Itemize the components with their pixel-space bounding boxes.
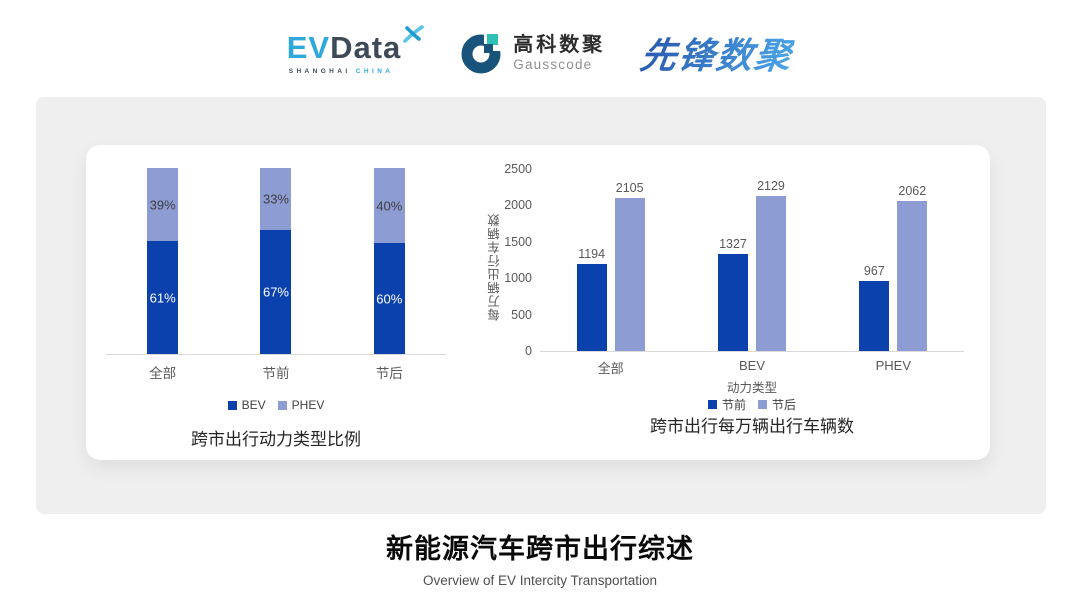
stacked-bar: 40% 60%	[373, 168, 405, 354]
legend-swatch-pre-holiday	[707, 400, 717, 409]
bar-节后: 2129	[755, 179, 786, 351]
charts-panel: 39% 61% 33% 67% 40% 60% 全部 节前 节后 BEV PHEV 跨市出行动…	[86, 145, 990, 460]
bar-value-label: 1327	[719, 237, 747, 251]
y-tick-label: 2000	[504, 198, 532, 213]
bar-segment-phev: 40%	[373, 168, 405, 243]
pioneer-logo: 先锋数聚	[638, 27, 797, 79]
page-footer: 新能源汽车跨市出行综述 Overview of EV Intercity Tra…	[0, 527, 1080, 588]
bar-value-label: 60%	[376, 291, 403, 306]
chart-title: 跨市出行每万辆出行车辆数	[650, 417, 854, 436]
stacked-bar-plot: 39% 61% 33% 67% 40% 60%	[106, 168, 446, 355]
bar-value-label: 2062	[898, 184, 927, 198]
legend-label-post-holiday: 节后	[772, 398, 797, 412]
bar-column: 33% 67%	[219, 168, 332, 354]
stacked-bar: 39% 61%	[147, 168, 179, 354]
bar-segment-bev: 61%	[147, 241, 179, 354]
legend-label-bev: BEV	[241, 398, 266, 412]
y-tick-label: 1000	[504, 271, 532, 286]
bar-节前: 967	[859, 264, 890, 351]
legend-swatch-bev	[227, 400, 237, 410]
page-title: 新能源汽车跨市出行综述	[386, 534, 694, 564]
evdata-ev-text: EV	[286, 29, 331, 65]
evdata-logo: EV Data SHANGHAI CHINA	[286, 24, 425, 75]
chart-title: 跨市出行动力类型比例	[191, 430, 361, 449]
stacked-bar: 33% 67%	[260, 168, 292, 354]
x-category-label: BEV	[738, 358, 765, 373]
legend: 节前 节后	[540, 396, 964, 413]
gausscode-logo: 高科数聚 Gausscode	[460, 31, 605, 75]
bar-value-label: 2129	[757, 179, 785, 193]
gausscode-name-en: Gausscode	[513, 57, 593, 72]
y-tick-label: 2500	[504, 162, 532, 176]
chart-power-type-ratio: 39% 61% 33% 67% 40% 60% 全部 节前 节后 BEV PHEV 跨市出行动…	[106, 168, 446, 450]
bar-节后: 2105	[614, 181, 645, 351]
bar-节后: 2062	[897, 184, 928, 351]
gausscode-g-icon	[461, 31, 505, 74]
bar-group: 967 2062	[823, 170, 964, 351]
legend-item-phev: PHEV	[277, 398, 325, 412]
gausscode-name-cn: 高科数聚	[513, 34, 606, 56]
x-category-labels: 全部 节前 节后	[106, 362, 446, 382]
y-tick-label: 500	[511, 307, 532, 322]
bar-节前: 1194	[576, 247, 607, 351]
x-category-label: 节前	[262, 366, 290, 381]
bar-segment-bev: 67%	[260, 230, 292, 354]
legend-item-pre-holiday: 节前	[707, 396, 746, 413]
legend-item-post-holiday: 节后	[758, 396, 796, 413]
x-category-label: 全部	[597, 361, 624, 376]
legend-label-phev: PHEV	[291, 398, 325, 412]
evdata-tagline: SHANGHAI CHINA	[289, 68, 425, 75]
evdata-data-text: Data	[330, 29, 402, 65]
logo-bar: EV Data SHANGHAI CHINA 高科数聚 Gausscode 先锋数…	[0, 16, 1080, 90]
bar-column: 40% 60%	[333, 168, 446, 354]
evdata-tagline-shanghai: SHANGHAI	[288, 67, 351, 75]
bar-value-label: 967	[863, 264, 885, 278]
chart-trips-per-10k: 每万辆出行车辆数 0 500 1000 1500 2000 2500 1194 2105 13…	[86, 145, 990, 460]
bar-value-label: 2105	[615, 181, 644, 195]
content-card: 39% 61% 33% 67% 40% 60% 全部 节前 节后 BEV PHEV 跨市出行动…	[36, 97, 1046, 514]
legend-label-pre-holiday: 节前	[721, 398, 746, 412]
propeller-x-icon	[403, 24, 425, 43]
bar-节前: 1327	[717, 237, 748, 351]
bar-value-label: 33%	[262, 191, 289, 207]
bar-value-label: 40%	[376, 198, 403, 213]
y-axis-label: 每万辆出行车辆数	[488, 213, 502, 321]
x-category-label: 全部	[149, 366, 177, 381]
x-category-labels: 全部 BEV PHEV	[540, 358, 964, 377]
bar-group: 1194 2105	[540, 170, 681, 351]
bar-group: 1327 2129	[681, 170, 822, 351]
legend-swatch-post-holiday	[758, 400, 767, 409]
gausscode-text: 高科数聚 Gausscode	[513, 34, 605, 72]
y-tick-label: 1500	[504, 234, 532, 249]
evdata-tagline-china: CHINA	[355, 67, 394, 75]
bar-value-label: 1194	[578, 247, 606, 261]
x-axis-label: 动力类型	[726, 381, 777, 395]
bar-segment-phev: 39%	[147, 168, 179, 241]
bar-value-label: 39%	[149, 197, 176, 212]
y-tick-label: 0	[525, 344, 532, 358]
bar-value-label: 67%	[262, 284, 289, 300]
legend-item-bev: BEV	[227, 398, 266, 412]
legend-swatch-phev	[277, 400, 287, 410]
grouped-bar-plot: 1194 2105 1327 2129 967 2062	[540, 170, 964, 352]
legend: BEV PHEV	[106, 398, 446, 412]
bar-value-label: 61%	[149, 290, 176, 305]
evdata-wordmark: EV Data	[286, 24, 425, 65]
bar-segment-phev: 33%	[260, 168, 292, 230]
bar-column: 39% 61%	[106, 168, 219, 354]
page-subtitle: Overview of EV Intercity Transportation	[422, 573, 658, 588]
bar-segment-bev: 60%	[373, 243, 405, 354]
x-category-label: 节后	[375, 366, 403, 381]
x-category-label: PHEV	[875, 358, 912, 373]
